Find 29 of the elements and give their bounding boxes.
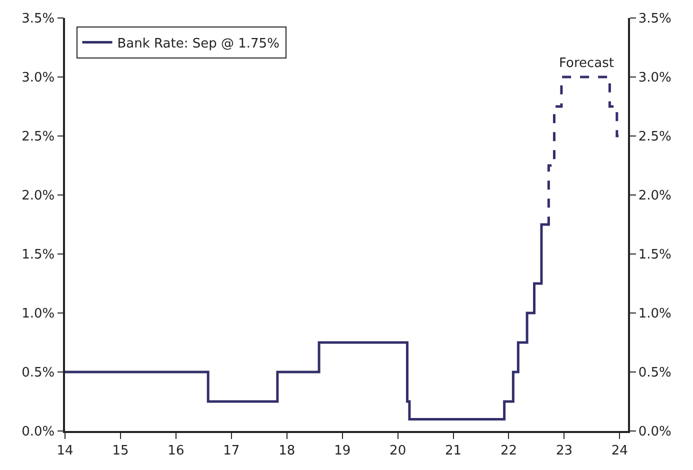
x-tick-label: 24 <box>611 443 628 458</box>
y-tick-label: 3.0% <box>22 70 55 86</box>
x-tick-label: 20 <box>390 443 406 458</box>
annotation: Forecast <box>559 56 614 71</box>
y-tick-label: 2.5% <box>22 130 55 145</box>
x-tick-label: 14 <box>56 443 74 458</box>
y2-tick-label: 3.5% <box>638 12 672 27</box>
y2-tick-label: 0.5% <box>638 366 672 381</box>
y2-tick-label: 0.0% <box>638 424 672 440</box>
y-tick-label: 3.5% <box>22 12 55 27</box>
y-tick-label: 0.0% <box>22 424 55 440</box>
x-tick-label: 17 <box>223 443 240 458</box>
y-tick-label: 0.5% <box>22 366 55 381</box>
x-tick-label: 22 <box>500 443 518 458</box>
y-tick-label: 1.0% <box>22 306 55 322</box>
y2-tick-label: 2.5% <box>638 130 672 145</box>
x-tick-label: 19 <box>334 443 351 458</box>
legend-label: Bank Rate: Sep @ 1.75% <box>117 36 280 52</box>
x-tick-label: 16 <box>168 443 184 458</box>
x-tick-label: 21 <box>445 443 462 458</box>
x-tick-label: 15 <box>112 443 129 458</box>
y2-tick-label: 2.0% <box>638 188 672 204</box>
y-tick-label: 2.0% <box>22 188 55 204</box>
y-tick-label: 1.5% <box>22 248 55 263</box>
x-tick-label: 23 <box>556 443 572 458</box>
y2-tick-label: 1.0% <box>638 306 672 322</box>
y2-tick-label: 3.0% <box>638 70 672 86</box>
y2-tick-label: 1.5% <box>638 248 672 263</box>
x-tick-label: 18 <box>278 443 296 458</box>
